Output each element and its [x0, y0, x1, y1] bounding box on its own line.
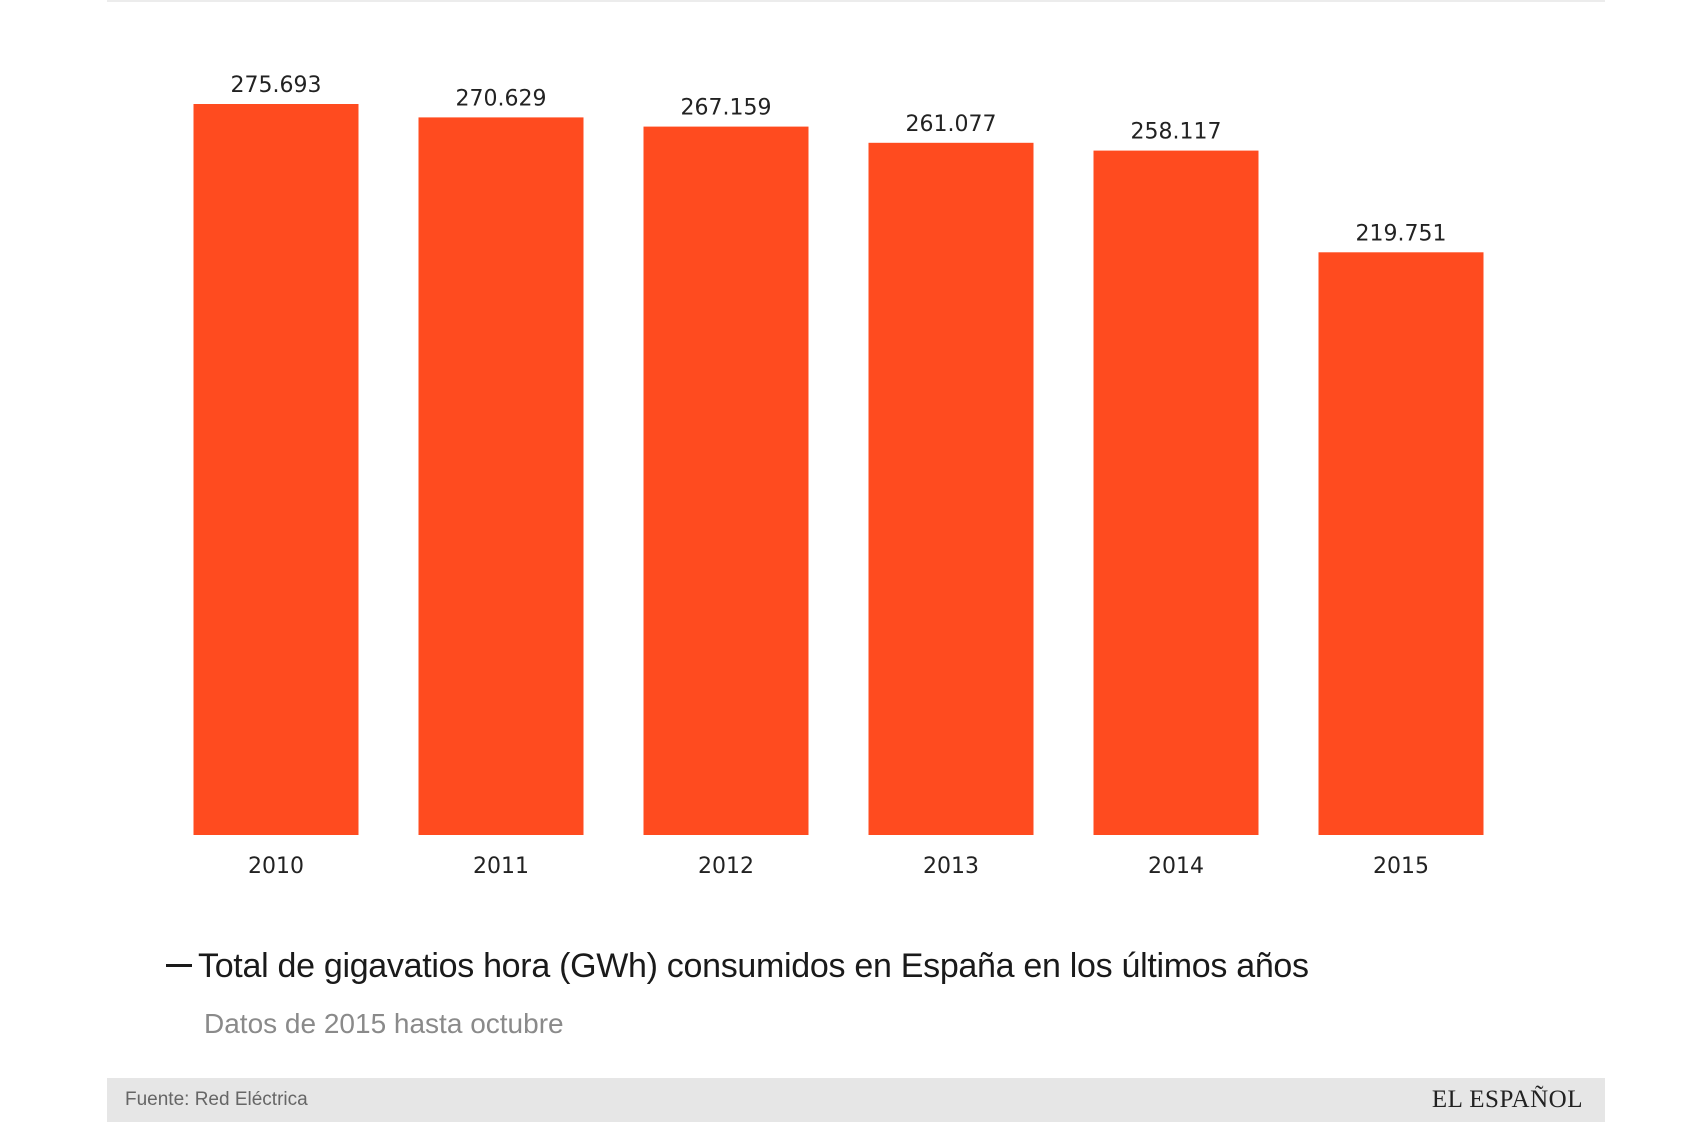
- chart-title-block: Total de gigavatios hora (GWh) consumido…: [166, 946, 1466, 986]
- tick-label-2013: 2013: [923, 854, 979, 879]
- el-espanol-logo: EL ESPAÑOL: [1431, 1086, 1583, 1113]
- bar-2012: [643, 126, 809, 836]
- value-label-2014: 258.117: [1131, 120, 1222, 145]
- value-label-2011: 270.629: [456, 86, 547, 111]
- chart-title-text: Total de gigavatios hora (GWh) consumido…: [198, 947, 1309, 985]
- chart-subtitle: Datos de 2015 hasta octubre: [204, 1008, 564, 1039]
- bar-chart: 275.693 270.629 267.159 261.077 258.117 219.7…: [193, 73, 1484, 879]
- tick-label-2014: 2014: [1148, 854, 1204, 879]
- tick-label-2011: 2011: [473, 854, 529, 879]
- bar-2013: [868, 142, 1034, 836]
- top-rule: [107, 0, 1605, 2]
- value-label-2013: 261.077: [906, 112, 997, 137]
- value-labels-layer: 275.693 270.629 267.159 261.077 258.117 219.7…: [231, 73, 1447, 246]
- bar-2015: [1318, 252, 1484, 836]
- chart-title: Total de gigavatios hora (GWh) consumido…: [166, 946, 1466, 986]
- tick-label-2015: 2015: [1373, 854, 1429, 879]
- footer-bar: Fuente: Red Eléctrica EL ESPAÑOL: [107, 1078, 1605, 1122]
- x-axis-tick-labels: 2010 2011 2012 2013 2014 2015: [248, 854, 1429, 879]
- title-dash-icon: [166, 963, 192, 967]
- source-note: Fuente: Red Eléctrica: [125, 1089, 308, 1110]
- value-label-2015: 219.751: [1356, 221, 1447, 246]
- bar-2010: [193, 104, 359, 835]
- tick-label-2012: 2012: [698, 854, 754, 879]
- bar-2014: [1093, 150, 1259, 836]
- bars-layer: [193, 104, 1484, 836]
- bar-2011: [418, 117, 584, 835]
- value-label-2012: 267.159: [681, 96, 772, 121]
- value-label-2010: 275.693: [231, 73, 322, 98]
- tick-label-2010: 2010: [248, 854, 304, 879]
